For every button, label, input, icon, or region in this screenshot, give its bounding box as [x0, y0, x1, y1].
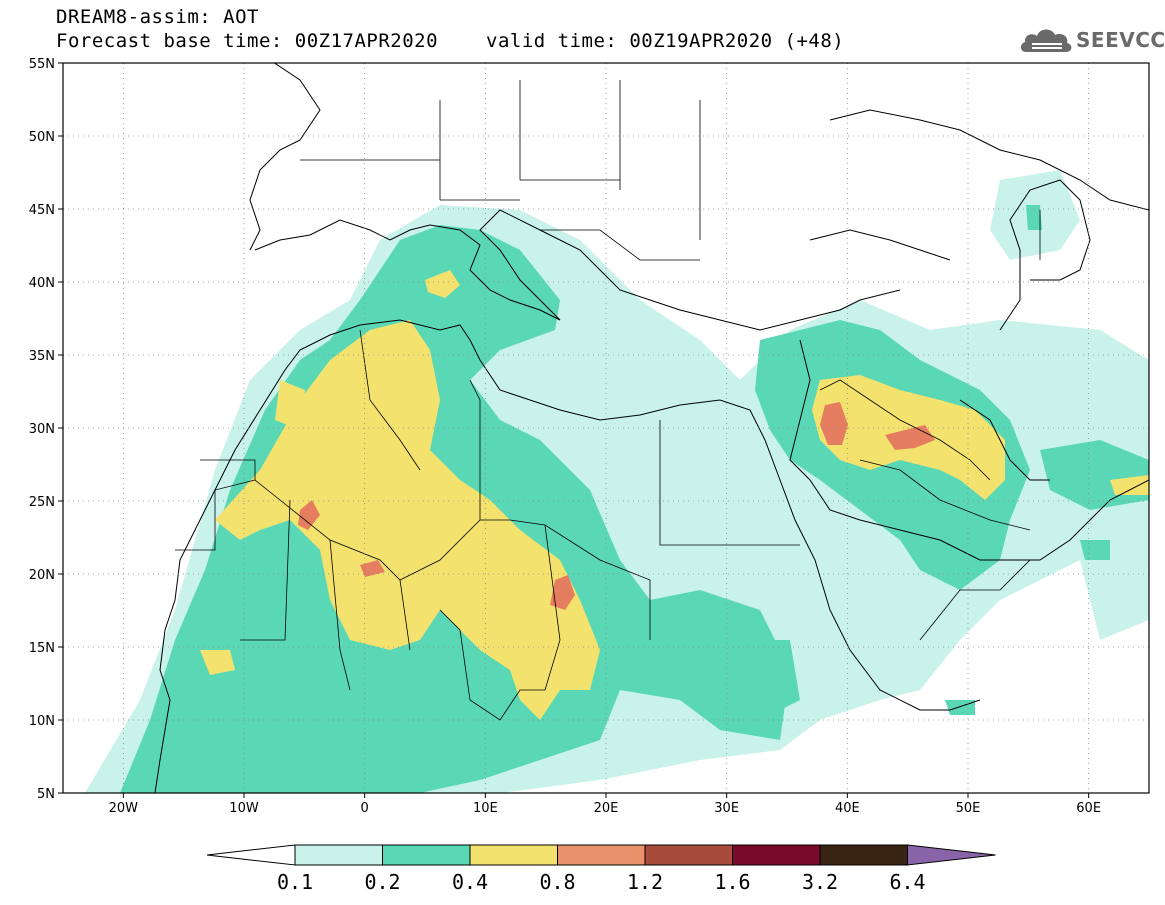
lon-tick-label: 10W [229, 801, 259, 816]
colorbar-label: 0.8 [539, 870, 575, 894]
colorbar-label: 0.2 [364, 870, 400, 894]
logo-text: SEEVCCC [1076, 28, 1165, 52]
colorbar-lower-triangle [206, 844, 296, 866]
lat-tick-label: 50N [29, 130, 55, 145]
time-info: Forecast base time: 00Z17APR2020 valid ti… [56, 30, 844, 52]
lat-tick-label: 35N [29, 349, 55, 364]
colorbar-label: 6.4 [889, 870, 925, 894]
lat-tick-label: 55N [29, 57, 55, 72]
coastlines [154, 63, 1149, 793]
product-title: DREAM8-assim: AOT [56, 6, 259, 28]
lon-tick-label: 0 [361, 801, 369, 816]
colorbar-segment [382, 844, 471, 866]
lon-tick-label: 60E [1076, 801, 1101, 816]
cloud-icon [1020, 29, 1072, 52]
colorbar-segment [819, 844, 908, 866]
gridlines [63, 63, 1149, 793]
base-time: Forecast base time: 00Z17APR2020 [56, 30, 439, 52]
colorbar-upper-triangle [907, 844, 996, 866]
lat-tick-label: 5N [37, 787, 55, 802]
lon-tick-label: 40E [835, 801, 860, 816]
lon-tick-label: 50E [956, 801, 981, 816]
colorbar-label: 0.1 [277, 870, 313, 894]
lat-tick-label: 30N [29, 422, 55, 437]
colorbar-label: 1.2 [627, 870, 663, 894]
colorbar-segment [644, 844, 733, 866]
seevccc-logo: SEEVCCC [1018, 24, 1165, 58]
colorbar-segment [294, 844, 383, 866]
colorbar-label: 0.4 [452, 870, 488, 894]
lat-tick-label: 45N [29, 203, 55, 218]
aot-field [85, 170, 1149, 793]
colorbar-segment [732, 844, 821, 866]
lat-tick-label: 40N [29, 276, 55, 291]
colorbar-label: 1.6 [714, 870, 750, 894]
borders [175, 80, 1041, 721]
lat-tick-label: 25N [29, 495, 55, 510]
lat-ticks: 55N 50N 45N 40N 35N 30N 25N 20N 15N 10N 5N [29, 57, 63, 802]
lon-tick-label: 20E [594, 801, 619, 816]
lon-tick-label: 10E [473, 801, 498, 816]
valid-time: valid time: 00Z19APR2020 (+48) [486, 30, 845, 52]
colorbar-label: 3.2 [802, 870, 838, 894]
lat-tick-label: 15N [29, 641, 55, 656]
lat-tick-label: 20N [29, 568, 55, 583]
lon-tick-label: 30E [714, 801, 739, 816]
lat-tick-label: 10N [29, 714, 55, 729]
colorbar-segment [469, 844, 558, 866]
colorbar-segment [557, 844, 646, 866]
lon-ticks: 20W 10W 0 10E 20E 30E 40E 50E 60E [109, 793, 1101, 816]
colorbar: 0.1 0.2 0.4 0.8 1.2 1.6 3.2 6.4 [206, 844, 996, 894]
lon-tick-label: 20W [109, 801, 139, 816]
